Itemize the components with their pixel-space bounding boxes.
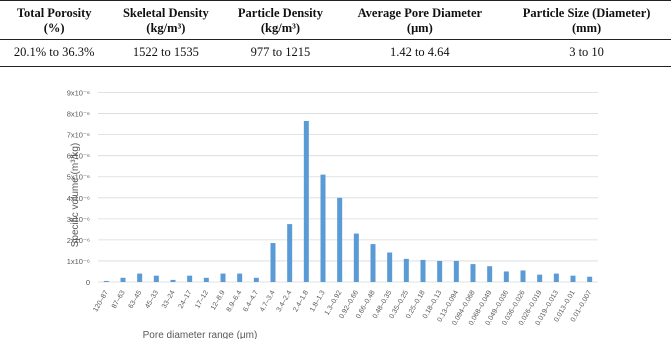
bar [187, 275, 193, 282]
data-table: Total Porosity (%) Skeletal Density (kg/m³)… [0, 0, 671, 67]
bar [103, 280, 109, 282]
table-cell: 1.42 to 4.64 [337, 39, 503, 67]
bar [570, 275, 576, 282]
header-cell: Skeletal Density (kg/m³) [108, 0, 224, 40]
bar [170, 279, 176, 282]
bar [370, 244, 376, 282]
header-text: Total Porosity [16, 6, 92, 20]
bar [287, 224, 293, 282]
bar [120, 277, 126, 282]
bar [253, 277, 259, 282]
bar [537, 274, 543, 282]
table-row: 20.1% to 36.3% 1522 to 1535 977 to 1215 1.4… [0, 39, 671, 67]
header-text: Skeletal Density [122, 6, 209, 20]
header-cell: Total Porosity (%) [0, 0, 109, 40]
y-tick-label: 1x10⁻⁶ [67, 257, 90, 266]
bar [303, 120, 309, 282]
bar [470, 264, 476, 282]
y-tick-label: 7x10⁻⁶ [67, 131, 90, 140]
bar [387, 252, 393, 282]
y-tick-label: 6x10⁻⁶ [67, 152, 90, 161]
x-tick-label: 33–24 [161, 289, 177, 309]
y-tick-label: 0 [86, 278, 90, 287]
bar [487, 266, 493, 282]
table-cell: 20.1% to 36.3% [0, 39, 109, 67]
bar [320, 174, 326, 282]
chart: Specific volume (m³/kg) Pore diameter ra… [67, 89, 598, 339]
x-tick-label: 3.4–2.4 [276, 289, 294, 313]
bar [520, 270, 526, 282]
table-cell: 1522 to 1535 [108, 39, 224, 67]
y-tick-label: 9x10⁻⁶ [67, 89, 90, 98]
x-tick-label: 1.8–1.3 [309, 289, 327, 313]
x-tick-label: 63–45 [128, 289, 144, 309]
bar [420, 259, 426, 282]
header-text: (mm) [572, 21, 602, 35]
header-text: Particle Size (Diameter) [522, 6, 651, 20]
x-tick-label: 4.7–3.4 [259, 289, 277, 313]
bar [403, 258, 409, 282]
header-text: Particle Density [237, 6, 323, 20]
bar [220, 273, 226, 282]
table-cell: 977 to 1215 [223, 39, 338, 67]
header-text: (kg/m³) [146, 21, 186, 35]
bar [237, 273, 243, 282]
header-text: (kg/m³) [260, 21, 301, 35]
bar [503, 271, 509, 282]
bar [137, 273, 143, 282]
bar [337, 197, 343, 282]
y-tick-label: 4x10⁻⁶ [67, 194, 90, 203]
x-axis-title: Pore diameter range (μm) [143, 330, 258, 339]
x-tick-label: 8.9–6.4 [226, 289, 244, 313]
x-tick-label: 45–33 [144, 289, 160, 309]
y-tick-label: 3x10⁻⁶ [67, 215, 90, 224]
header-cell: Particle Density (kg/m³) [223, 0, 338, 40]
header-text: (%) [43, 21, 65, 35]
bar [553, 273, 559, 282]
header-row: Total Porosity (%) Skeletal Density (kg/m³)… [0, 0, 671, 40]
bar [587, 276, 593, 282]
x-tick-label: 2.4–1.8 [292, 289, 310, 313]
bar [437, 260, 443, 282]
bar [153, 275, 159, 282]
bar [453, 260, 459, 282]
x-tick-label: 6.4–4.7 [242, 289, 260, 313]
table-body: 20.1% to 36.3% 1522 to 1535 977 to 1215 1.4… [0, 39, 671, 67]
x-tick-label: 17–12 [194, 289, 210, 309]
header-text: (μm) [406, 21, 433, 35]
bar [203, 277, 209, 282]
bar [353, 233, 359, 282]
y-tick-label: 5x10⁻⁶ [67, 173, 90, 182]
table-cell: 3 to 10 [502, 39, 671, 67]
x-tick-label: 120–87 [92, 289, 110, 313]
header-text: Average Pore Diameter [357, 6, 483, 20]
y-tick-label: 2x10⁻⁶ [67, 236, 90, 245]
y-axis-title: Specific volume (m³/kg) [70, 143, 81, 247]
header-cell: Particle Size (Diameter) (mm) [502, 0, 671, 40]
x-tick-label: 12–8.9 [210, 289, 227, 311]
bar [270, 243, 276, 282]
header-cell: Average Pore Diameter (μm) [337, 0, 503, 40]
y-tick-label: 8x10⁻⁶ [67, 110, 90, 119]
x-tick-label: 87–63 [111, 289, 127, 309]
x-tick-label: 24–17 [178, 289, 194, 309]
